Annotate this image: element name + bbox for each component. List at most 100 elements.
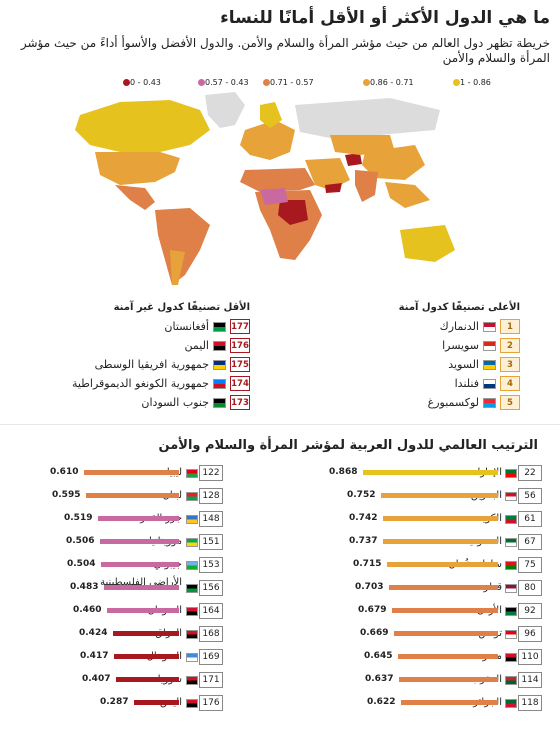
list-item: 176 اليمن [30,336,250,355]
bar [392,608,498,613]
bar-rank-badge: 22 [518,465,542,481]
flag-icon [505,630,517,639]
page-title: ما هي الدول الأكثر أو الأقل أمانًا للنسا… [220,8,550,28]
legend-swatch [453,79,460,86]
bar-value-label: 0.669 [360,628,389,638]
bar-value-label: 0.460 [73,605,102,615]
bar [100,539,179,544]
legend-label: 0.57 - 0.43 [205,78,249,87]
bar [113,631,179,636]
flag-icon [213,378,226,389]
flag-icon [505,653,517,662]
map-usa [95,152,180,185]
country-name: جنوب السودان [141,396,209,409]
legend-item: 1 - 0.86 [450,78,491,87]
map-africa-central [278,200,308,225]
flag-icon [505,699,517,708]
map-europe [240,120,295,160]
bar [84,470,179,475]
list-item: 174 جمهورية الكونغو الديموقراطية [30,374,250,393]
legend-item: 0 - 0.43 [120,78,161,87]
arab-bar-chart: 22الإمارات0.86856البحرين0.75261الكويت0.7… [0,461,560,731]
legend-item: 0.71 - 0.57 [260,78,314,87]
bar-rank-badge: 128 [199,488,223,504]
bar [401,700,498,705]
bar [399,677,498,682]
bar [107,608,179,613]
bar-rank-badge: 80 [518,580,542,596]
country-name: أفغانستان [164,320,209,333]
list-item: 173 جنوب السودان [30,393,250,412]
bottom-unsafe-list: الأقل تصنيفًا كدول غير آمنة 177 أفغانستان… [30,302,250,422]
bar [383,516,498,521]
flag-icon [186,469,198,478]
bar-rank-badge: 153 [199,557,223,573]
bar [114,654,179,659]
flag-icon [186,607,198,616]
bar [394,631,498,636]
bar-value-label: 0.595 [52,490,81,500]
flag-icon [213,397,226,408]
country-name: جمهورية الكونغو الديموقراطية [71,377,209,390]
flag-icon [186,538,198,547]
legend-swatch [263,79,270,86]
list-item: 5 لوكسمبورغ [360,393,520,412]
bar-value-label: 0.504 [67,559,96,569]
rank-badge: 173 [230,395,250,410]
flag-icon [505,676,517,685]
map-scandinavia [260,102,282,128]
bar-rank-badge: 118 [518,695,542,711]
bar-rank-badge: 92 [518,603,542,619]
list-item: 175 جمهورية افريقيا الوسطى [30,355,250,374]
bar-rank-badge: 61 [518,511,542,527]
country-name: لوكسمبورغ [427,396,479,409]
flag-icon [483,397,496,408]
flag-icon [213,340,226,351]
flag-icon [505,561,517,570]
bar [116,677,179,682]
map-india [355,170,378,202]
list-item: 177 أفغانستان [30,317,250,336]
legend-label: 0 - 0.43 [130,78,161,87]
section-title: الترتيب العالمي للدول العربية لمؤشر المر… [158,438,538,453]
bar [363,470,498,475]
map-middle-east [305,158,350,190]
map-russia [295,98,440,138]
section-divider [0,424,560,425]
map-greenland [205,92,245,128]
list-item: 3 السويد [360,355,520,374]
flag-icon [186,653,198,662]
bottom-unsafe-heading: الأقل تصنيفًا كدول غير آمنة [113,302,250,313]
bar [101,562,179,567]
rank-badge: 177 [230,319,250,334]
map-central-asia [330,135,395,155]
map-canada [75,100,210,152]
bar-country-name: الأراضي الفلسطينية [100,577,182,588]
bar-value-label: 0.287 [100,697,129,707]
top-safe-list: الأعلى تصنيفًا كدول آمنة 1 الدنمارك 2 سويسر… [360,302,520,422]
rank-badge: 176 [230,338,250,353]
flag-icon [186,561,198,570]
bar-value-label: 0.610 [50,467,79,477]
flag-icon [505,515,517,524]
bar-rank-badge: 168 [199,626,223,642]
flag-icon [505,607,517,616]
map-argentina [170,250,185,285]
bar [387,562,498,567]
world-map [75,92,455,285]
bar-rank-badge: 75 [518,557,542,573]
bar-value-label: 0.715 [353,559,382,569]
map-north-africa [240,168,315,192]
flag-icon [483,359,496,370]
bar-rank-badge: 169 [199,649,223,665]
list-item: 4 فنلندا [360,374,520,393]
rank-badge: 175 [230,357,250,372]
bar-value-label: 0.868 [329,467,358,477]
bar-value-label: 0.679 [358,605,387,615]
map-legend: 1 - 0.86 0.86 - 0.71 0.71 - 0.57 0.57 - 0.4… [0,78,560,92]
bar-rank-badge: 96 [518,626,542,642]
bar-rank-badge: 156 [199,580,223,596]
map-yemen [325,183,342,193]
bar-rank-badge: 122 [199,465,223,481]
bar [389,585,498,590]
